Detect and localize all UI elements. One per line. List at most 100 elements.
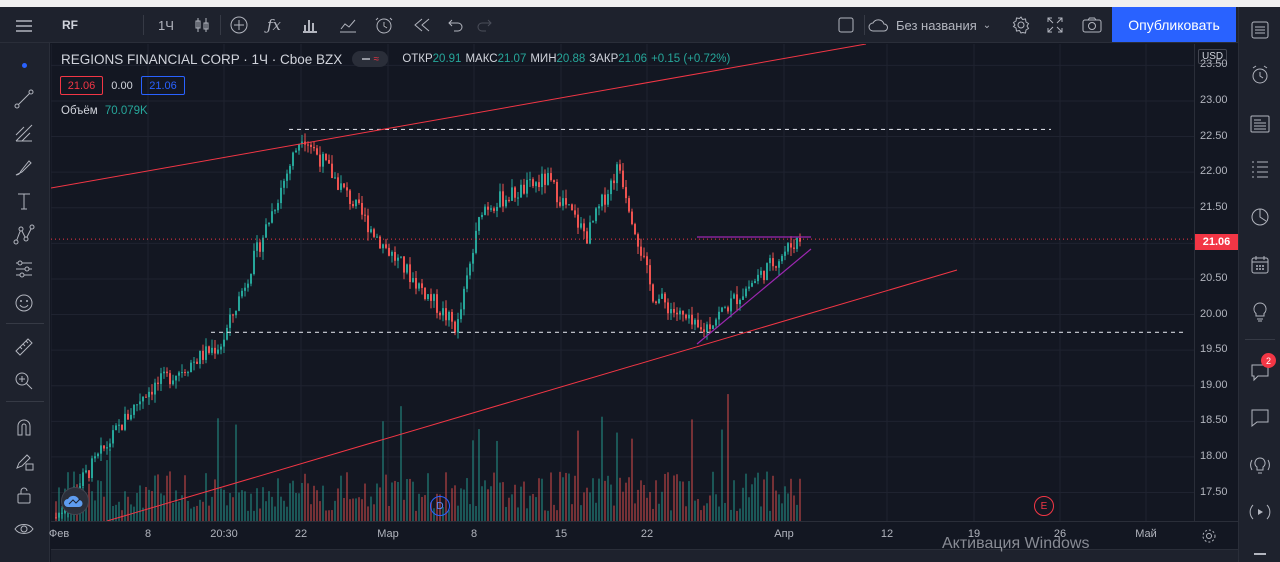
dividend-marker[interactable]: D (430, 496, 450, 516)
earnings-marker[interactable]: E (1034, 496, 1054, 516)
publish-button[interactable]: Опубликовать (1112, 7, 1236, 42)
candle-body (277, 203, 279, 211)
lock-drawing-tool[interactable] (7, 447, 41, 475)
candle-body (403, 256, 405, 273)
ideas-button[interactable] (1244, 297, 1276, 327)
volume-bar (571, 504, 573, 521)
volume-bar (706, 503, 708, 521)
candle-body (133, 404, 135, 415)
volume-bar (202, 501, 204, 521)
volume-bar (265, 501, 267, 521)
volume-bar (646, 497, 648, 521)
fib-tool[interactable] (7, 119, 41, 147)
candle-body (421, 283, 423, 288)
hotlists-button[interactable] (1244, 155, 1276, 185)
volume-bar (535, 497, 537, 521)
volume-bar (769, 510, 771, 521)
messages-button[interactable] (1244, 402, 1276, 432)
windows-activation-watermark: Активация Windows (942, 535, 1090, 552)
candle-body (538, 182, 540, 188)
financials-button[interactable] (294, 7, 326, 43)
candle-body (604, 194, 606, 205)
volume-bar (778, 494, 780, 521)
interval-button[interactable]: 1Ч (150, 7, 182, 43)
volume-bar (169, 471, 171, 521)
economic-calendar-button[interactable] (1244, 250, 1276, 280)
magnet-tool[interactable] (7, 413, 41, 441)
candle-body (451, 312, 453, 322)
calendar-button[interactable] (1244, 202, 1276, 232)
volume-bar (163, 495, 165, 521)
undo-button[interactable] (440, 7, 472, 43)
trendline-tool[interactable] (7, 85, 41, 113)
menu-button[interactable] (7, 12, 41, 40)
data-window-button[interactable] (1244, 109, 1276, 139)
fullscreen-button[interactable] (832, 7, 860, 43)
candle-body (499, 191, 501, 207)
zoom-tool[interactable] (7, 367, 41, 395)
buy-button[interactable]: 21.06 (141, 76, 185, 95)
price-scale[interactable]: USD 23.5023.0022.5022.0021.5021.0020.502… (1194, 44, 1238, 521)
help-button[interactable] (1244, 539, 1276, 562)
price-chart[interactable] (51, 44, 1194, 521)
watchlist-button[interactable] (1244, 15, 1276, 45)
layout-name-button[interactable]: Без названия ⌄ (868, 7, 1002, 43)
candle-body (739, 299, 741, 305)
candle-body (394, 251, 396, 261)
volume-bar (187, 500, 189, 521)
pattern-tool[interactable] (7, 221, 41, 249)
brush-tool[interactable] (7, 153, 41, 181)
drawing-toolbar (0, 20, 50, 562)
replay-button[interactable] (406, 7, 438, 43)
alerts-button[interactable] (1244, 60, 1276, 90)
tradingview-logo[interactable] (61, 487, 89, 515)
volume-bar (283, 500, 285, 521)
time-scale[interactable]: Фев 8 20:30 22 Мар 8 15 22 Апр 12 19 26 Май (49, 521, 1238, 549)
candle-body (661, 293, 663, 299)
prediction-tool[interactable] (7, 255, 41, 283)
close-label: ЗАКР (589, 53, 619, 65)
volume-bar (673, 475, 675, 521)
candle-body (709, 324, 711, 329)
candle-body (343, 183, 345, 188)
compare-button[interactable] (223, 7, 255, 43)
volume-bar (178, 501, 180, 521)
bar-style-button[interactable] (186, 7, 218, 43)
candle-body (433, 294, 435, 301)
chats-button[interactable]: 2 (1244, 353, 1276, 387)
lock-all-tool[interactable] (7, 481, 41, 509)
streams-button[interactable] (1244, 450, 1276, 480)
volume-bar (523, 481, 525, 521)
broadcast-button[interactable] (1244, 497, 1276, 527)
hide-drawings-tool[interactable] (7, 515, 41, 543)
indicators-button[interactable]: ƒx (258, 7, 290, 43)
sell-button[interactable]: 21.06 (60, 76, 103, 95)
legend-toggle-button[interactable]: ≈ (352, 51, 389, 67)
candle-body (169, 373, 171, 385)
measure-tool[interactable] (7, 333, 41, 361)
candle-body (367, 215, 369, 233)
volume-bar (532, 493, 534, 521)
volume-bar (268, 491, 270, 521)
volume-bar (709, 495, 711, 521)
candle-body (649, 265, 651, 285)
cursor-tool[interactable] (7, 51, 41, 79)
alert-button[interactable] (368, 7, 400, 43)
icon-tool[interactable] (7, 289, 41, 317)
symbol-search-button[interactable]: RF (52, 7, 88, 43)
candle-body (100, 445, 102, 454)
volume-bar (460, 488, 462, 521)
maximize-button[interactable] (1040, 7, 1070, 43)
settings-button[interactable] (1006, 7, 1036, 43)
time-settings-button[interactable] (1200, 527, 1218, 545)
snapshot-button[interactable] (1076, 7, 1108, 43)
candle-body (763, 270, 765, 281)
volume-bar (127, 496, 129, 521)
candle-body (229, 314, 231, 328)
candle-body (688, 314, 690, 319)
templates-button[interactable] (332, 7, 364, 43)
candle-body (328, 160, 330, 164)
text-tool[interactable] (7, 187, 41, 215)
candle-body (613, 180, 615, 184)
redo-button[interactable] (468, 7, 500, 43)
